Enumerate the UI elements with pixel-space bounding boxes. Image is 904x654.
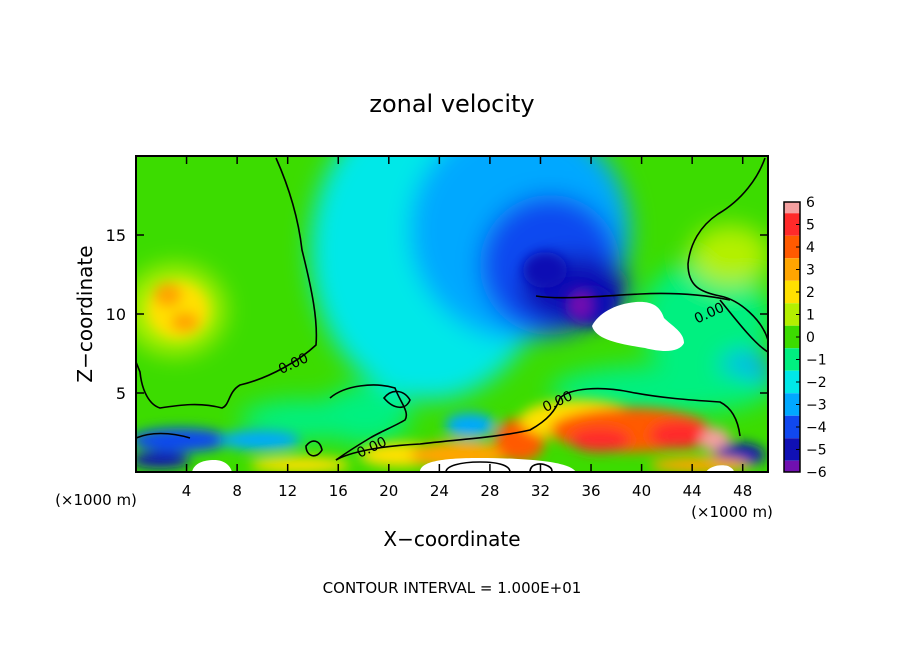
- colorbar-label: 2: [806, 285, 815, 301]
- contour-interval-note: CONTOUR INTERVAL = 1.000E+01: [323, 579, 582, 597]
- x-tick-label: 8: [232, 482, 242, 500]
- colorbar-swatch: [784, 325, 800, 349]
- colorbar-label: 4: [806, 240, 815, 256]
- colorbar-swatch: [784, 415, 800, 439]
- x-tick-label: 44: [683, 482, 702, 500]
- x-tick-label: 32: [531, 482, 550, 500]
- colorbar-label: −1: [806, 353, 827, 369]
- colorbar-label: −4: [806, 420, 827, 436]
- colorbar-label: −6: [806, 465, 827, 481]
- y-tick-label: 5: [116, 384, 126, 403]
- colorbar-swatch: [784, 235, 800, 259]
- y-tick-label: 15: [106, 226, 126, 245]
- x-tick-label: 16: [329, 482, 348, 500]
- colorbar-label: 1: [806, 308, 815, 324]
- colorbar-label: 6: [806, 195, 815, 211]
- colorbar-swatch: [784, 460, 800, 472]
- chart-title: zonal velocity: [369, 90, 534, 118]
- x-tick-label: 12: [278, 482, 297, 500]
- colorbar-swatch: [784, 348, 800, 371]
- colorbar-label: 5: [806, 218, 815, 234]
- x-axis-unit: (×1000 m): [691, 503, 773, 521]
- x-tick-label: 20: [379, 482, 398, 500]
- colorbar-label: −2: [806, 375, 827, 391]
- colorbar-label: 3: [806, 263, 815, 279]
- x-tick-label: 48: [733, 482, 752, 500]
- x-tick-label: 4: [182, 482, 192, 500]
- colorbar-label: −5: [806, 443, 827, 459]
- colorbar-label: −3: [806, 398, 827, 414]
- x-tick-label: 40: [632, 482, 651, 500]
- colorbar-swatch: [784, 202, 800, 214]
- y-tick-label: 10: [106, 305, 126, 324]
- colorbar-swatch: [784, 303, 800, 326]
- z-axis-unit: (×1000 m): [55, 491, 137, 509]
- y-axis-label: Z−coordinate: [73, 245, 97, 382]
- colorbar-swatch: [784, 370, 800, 394]
- colorbar-swatch: [784, 258, 800, 281]
- colorbar-swatch: [784, 213, 800, 236]
- x-tick-label: 36: [581, 482, 600, 500]
- x-tick-label: 24: [430, 482, 449, 500]
- colorbar-swatch: [784, 393, 800, 416]
- colorbar-swatch: [784, 438, 800, 461]
- x-axis-label: X−coordinate: [383, 527, 520, 551]
- x-tick-label: 28: [480, 482, 499, 500]
- colorbar-label: 0: [806, 330, 815, 346]
- velocity-field: [136, 156, 768, 472]
- colorbar-swatch: [784, 280, 800, 304]
